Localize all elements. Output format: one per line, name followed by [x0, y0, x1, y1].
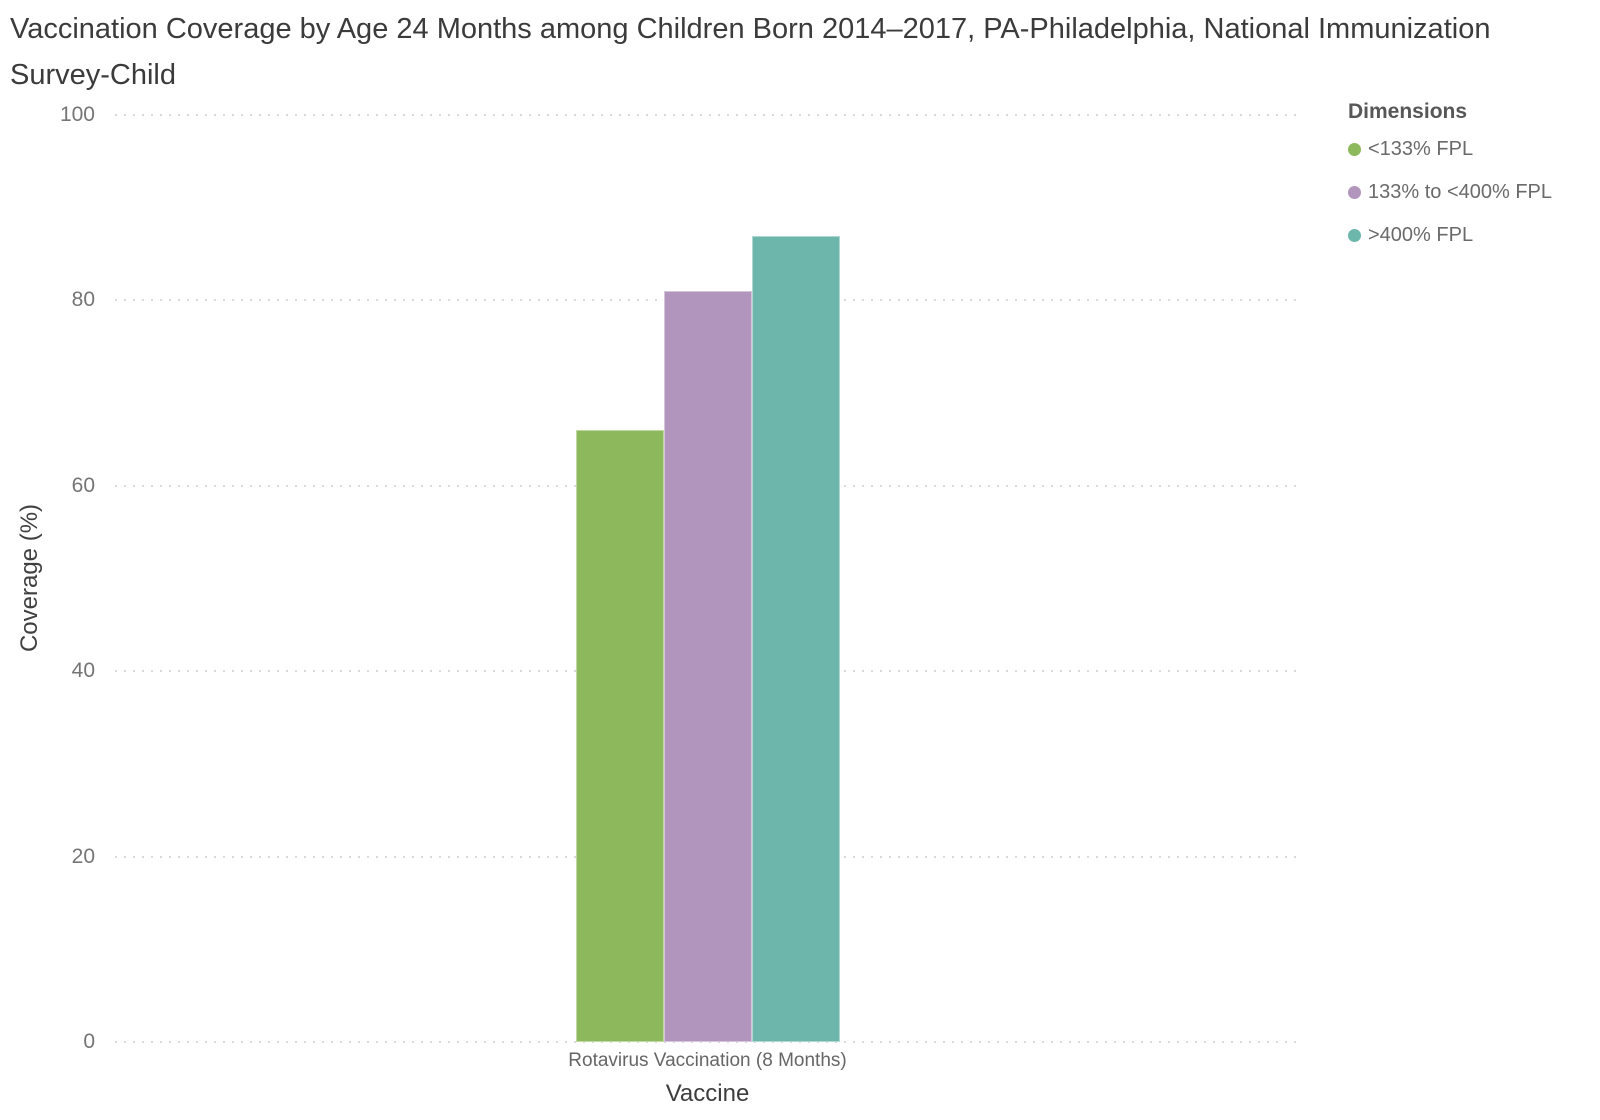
- y-tick-label-0: 0: [83, 1030, 95, 1053]
- y-axis-title: Coverage (%): [16, 503, 43, 653]
- legend: Dimensions <133% FPL 133% to <400% FPL >40…: [1348, 100, 1593, 267]
- legend-item-label: 133% to <400% FPL: [1368, 181, 1553, 203]
- legend-item-400-fpl[interactable]: >400% FPL: [1348, 224, 1593, 247]
- bar-133-fpl[interactable]: [575, 430, 664, 1042]
- y-tick-label-60: 60: [71, 473, 95, 497]
- y-tick-label-80: 80: [71, 288, 95, 312]
- legend-dot-icon: [1348, 186, 1361, 199]
- bar-group: [115, 115, 1300, 1042]
- gridline-100: [115, 114, 1300, 116]
- legend-title: Dimensions: [1348, 100, 1468, 123]
- legend-item-label: >400% FPL: [1368, 224, 1474, 246]
- gridline-0: [115, 1041, 1300, 1043]
- legend-dot-icon: [1348, 143, 1361, 156]
- y-tick-label-100: 100: [59, 103, 95, 126]
- x-category-label: Rotavirus Vaccination (8 Months): [568, 1050, 847, 1071]
- bar-133-to-400-fpl[interactable]: [663, 291, 752, 1042]
- plot-area: 0 20 40 60 80 100 Rotavirus Vaccination (8 Mo…: [60, 103, 1300, 1107]
- bar-400-fpl[interactable]: [751, 235, 840, 1042]
- legend-item-133-fpl[interactable]: <133% FPL: [1348, 138, 1593, 161]
- y-tick-label-20: 20: [71, 844, 95, 868]
- y-tick-label-40: 40: [71, 659, 95, 683]
- legend-items: <133% FPL 133% to <400% FPL >400% FPL: [1348, 138, 1593, 247]
- legend-item-133-to-400-fpl[interactable]: 133% to <400% FPL: [1348, 181, 1593, 204]
- x-axis-title: Vaccine: [665, 1080, 750, 1107]
- legend-dot-icon: [1348, 229, 1361, 242]
- chart-title: Vaccination Coverage by Age 24 Months am…: [10, 13, 1491, 92]
- legend-item-label: <133% FPL: [1368, 138, 1474, 160]
